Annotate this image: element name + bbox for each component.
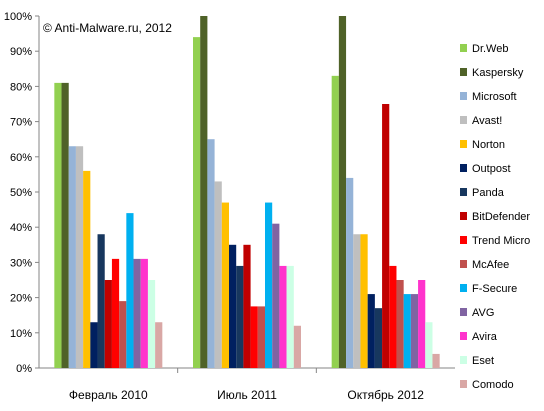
y-tick-label: 10%	[10, 328, 32, 340]
legend: Dr.Web Kaspersky Microsoft Avast! Norton Outp…	[460, 43, 530, 391]
legend-label: Outpost	[472, 163, 511, 175]
bar-bitdefender	[104, 280, 112, 368]
bar-eset	[286, 265, 294, 368]
legend-swatch	[460, 44, 467, 52]
bar-comodo	[155, 322, 163, 368]
y-tick-label: 70%	[10, 117, 32, 129]
legend-label: Norton	[472, 139, 505, 151]
bar-avg	[410, 294, 419, 368]
legend-swatch	[460, 308, 467, 316]
bar-eset	[425, 322, 433, 368]
bar-dr-web	[54, 82, 62, 368]
plot-area: 0% 10% 20% 30% 40% 50% 60% 70% 80% 90% 100% Февраль…	[4, 11, 455, 402]
legend-swatch	[460, 356, 467, 364]
legend-swatch	[460, 68, 467, 76]
legend-label: F-Secure	[472, 283, 517, 295]
legend-swatch	[460, 284, 467, 292]
bar-avg	[272, 223, 280, 368]
bar-avira	[418, 280, 426, 368]
bar-trend-micro	[250, 306, 258, 368]
bar-trend-micro	[389, 265, 397, 368]
bar-eset	[147, 280, 156, 368]
bar-comodo	[293, 325, 301, 368]
bar-outpost	[90, 322, 98, 368]
bar-dr-web	[193, 37, 201, 369]
y-tick-label: 30%	[10, 257, 32, 269]
bar-avast-	[75, 146, 84, 368]
legend-label: McAfee	[472, 259, 509, 271]
bar-kaspersky	[200, 16, 208, 368]
bar-kaspersky	[61, 82, 69, 368]
legend-label: BitDefender	[472, 211, 530, 223]
bar-outpost	[367, 294, 375, 368]
legend-swatch	[460, 188, 467, 196]
bar-avg	[133, 258, 141, 368]
legend-swatch	[460, 260, 467, 268]
legend-swatch	[460, 116, 467, 124]
bar-f-secure	[126, 213, 134, 368]
y-tick-label: 20%	[10, 293, 32, 305]
legend-label: Dr.Web	[472, 43, 508, 55]
y-tick-label: 50%	[10, 187, 32, 199]
bar-microsoft	[207, 139, 215, 368]
y-tick-label: 100%	[4, 11, 32, 23]
y-tick-label: 40%	[10, 222, 32, 234]
legend-label: AVG	[472, 307, 494, 319]
bar-avira	[279, 265, 287, 368]
legend-swatch	[460, 92, 467, 100]
legend-label: Trend Micro	[472, 235, 530, 247]
bar-avast-	[214, 181, 222, 368]
legend-label: Panda	[472, 187, 505, 199]
y-tick-label: 0%	[16, 363, 32, 375]
legend-swatch	[460, 380, 467, 388]
copyright-annotation: © Anti-Malware.ru, 2012	[43, 21, 172, 35]
bar-f-secure	[403, 294, 411, 368]
legend-swatch	[460, 236, 467, 244]
bar-norton	[360, 234, 368, 368]
legend-label: Avast!	[472, 115, 502, 127]
bar-trend-micro	[111, 258, 120, 368]
bar-kaspersky	[338, 16, 347, 368]
bar-avira	[140, 258, 148, 368]
bar-avast-	[353, 234, 361, 368]
bar-outpost	[229, 244, 237, 368]
bar-panda	[236, 265, 244, 368]
bar-bitdefender	[243, 244, 251, 368]
legend-label: Comodo	[472, 379, 514, 391]
legend-label: Eset	[472, 355, 494, 367]
y-tick-label: 60%	[10, 152, 32, 164]
legend-swatch	[460, 164, 467, 172]
bar-norton	[221, 202, 229, 368]
legend-label: Kaspersky	[472, 67, 524, 79]
bar-mcafee	[396, 280, 404, 368]
bar-microsoft	[346, 177, 354, 368]
bar-mcafee	[257, 306, 265, 368]
bar-bitdefender	[382, 104, 390, 368]
legend-label: Avira	[472, 331, 498, 343]
legend-swatch	[460, 212, 467, 220]
x-tick-label: Февраль 2010	[69, 388, 148, 402]
legend-label: Microsoft	[472, 91, 517, 103]
x-tick-label: Октябрь 2012	[347, 388, 424, 402]
y-tick-label: 80%	[10, 81, 32, 93]
y-tick-label: 90%	[10, 46, 32, 58]
bar-microsoft	[68, 146, 76, 368]
bar-panda	[374, 308, 383, 368]
bar-norton	[83, 170, 91, 368]
legend-swatch	[460, 332, 467, 340]
bar-panda	[97, 234, 105, 368]
bar-f-secure	[265, 202, 273, 368]
bar-dr-web	[331, 75, 339, 368]
legend-swatch	[460, 140, 467, 148]
bar-mcafee	[119, 301, 127, 368]
bar-comodo	[432, 353, 440, 368]
x-tick-label: Июль 2011	[217, 388, 277, 402]
